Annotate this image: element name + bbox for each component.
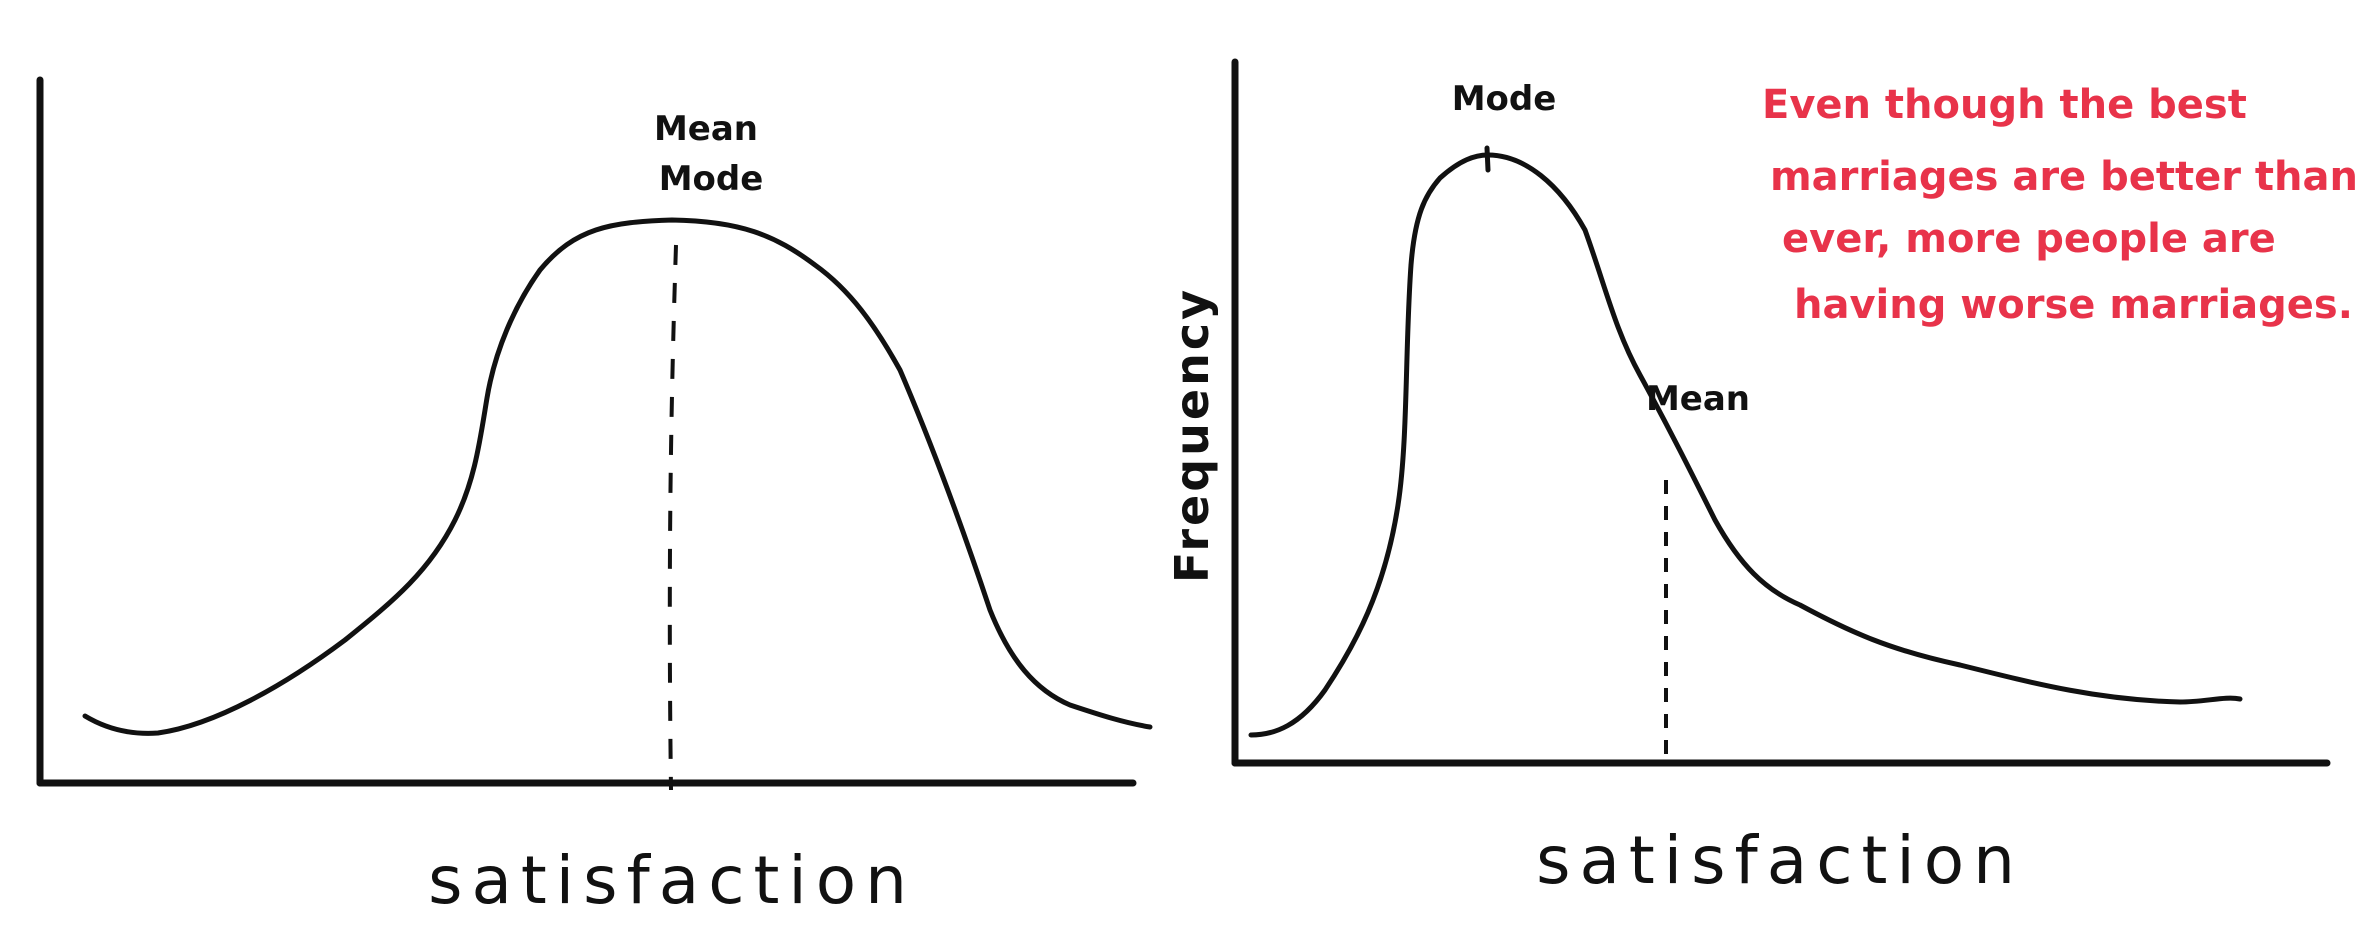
annotation-line-1: Even though the best	[1762, 82, 2247, 128]
right-mode-label: Mode	[1452, 79, 1557, 119]
left-panel: Mean Mode satisfaction	[36, 76, 1153, 919]
left-x-axis-label: satisfaction	[428, 842, 916, 919]
mode-tick-mark	[1484, 145, 1491, 173]
annotation-line-3: ever, more people are	[1782, 216, 2276, 262]
right-skewed-curve	[1248, 152, 2243, 738]
left-symmetric-curve	[82, 217, 1153, 736]
annotation-note: Even though the best marriages are bette…	[1762, 82, 2358, 328]
annotation-line-4: having worse marriages.	[1794, 282, 2353, 328]
right-x-axis-label: satisfaction	[1536, 822, 2024, 899]
left-mode-label: Mode	[659, 159, 764, 199]
annotation-line-2: marriages are better than	[1770, 154, 2358, 200]
left-center-dashed-line	[667, 244, 678, 791]
right-panel: Mode Mean Frequency satisfaction	[1165, 58, 2331, 899]
right-y-axis-label: Frequency	[1165, 287, 1219, 583]
left-mean-label: Mean	[654, 109, 758, 149]
right-mean-label: Mean	[1646, 379, 1750, 419]
